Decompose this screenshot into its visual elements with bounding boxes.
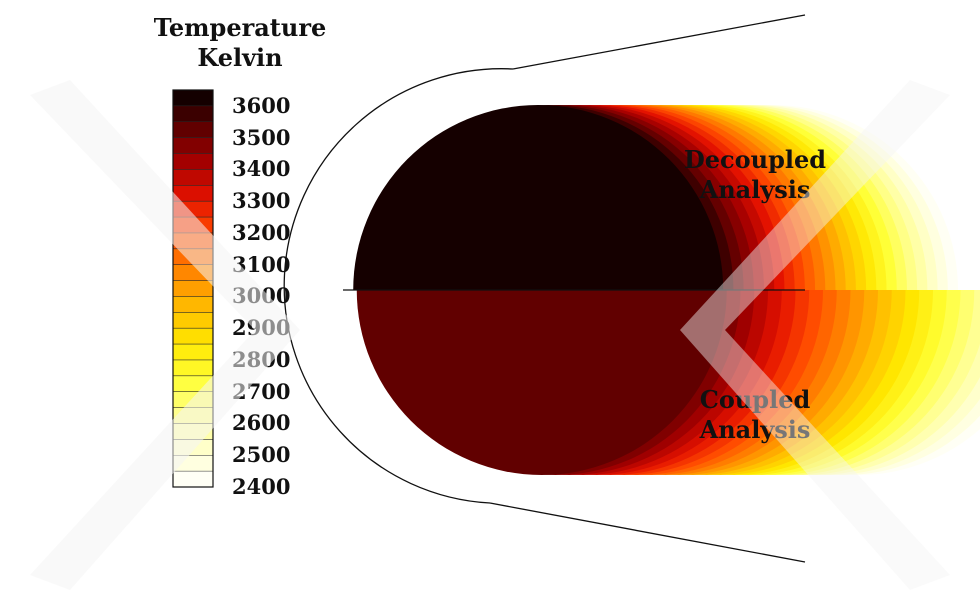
colorbar-tick-label: 2500 — [232, 442, 291, 468]
decoupled-label-line1: Decoupled — [683, 145, 827, 174]
colorbar-tick-label: 3000 — [232, 283, 291, 309]
colorbar-band — [173, 407, 213, 425]
decoupled-contour-region — [353, 105, 958, 290]
coupled-label-line2: Analysis — [699, 415, 811, 444]
colorbar-band — [173, 201, 213, 218]
colorbar-band — [173, 248, 213, 266]
colorbar-band — [173, 90, 213, 107]
decoupled-label: Decoupled Analysis — [625, 145, 885, 205]
colorbar-band — [173, 137, 213, 155]
colorbar-tick-label: 3500 — [232, 124, 291, 150]
decoupled-label-line2: Analysis — [699, 175, 811, 204]
colorbar-band — [173, 217, 213, 234]
colorbar-tick-label: 3100 — [232, 251, 291, 277]
colorbar-tick-label: 2400 — [232, 474, 291, 499]
coupled-label-line1: Coupled — [699, 385, 811, 414]
colorbar-tick-label: 3600 — [232, 92, 291, 118]
colorbar-band — [173, 344, 213, 361]
coupled-band — [356, 290, 727, 475]
colorbar-band — [173, 439, 213, 456]
colorbar-band — [173, 312, 213, 329]
colorbar-band — [173, 280, 213, 298]
colorbar-tick-label: 2700 — [232, 378, 291, 404]
colorbar-band — [173, 105, 213, 123]
colorbar-tick-label: 2800 — [232, 346, 291, 372]
colorbar-band — [173, 455, 213, 472]
colorbar-units: Kelvin — [197, 43, 283, 72]
colorbar-band — [173, 375, 213, 393]
colorbar-band — [173, 296, 213, 313]
colorbar-title: Temperature — [153, 13, 327, 42]
upper-shock-line — [512, 14, 806, 70]
colorbar-tick-label: 3300 — [232, 188, 291, 214]
colorbar-band — [173, 232, 213, 250]
colorbar-band — [173, 153, 213, 170]
colorbar-tick-label: 2600 — [232, 410, 291, 436]
decoupled-band — [353, 105, 724, 290]
colorbar-band — [173, 185, 213, 202]
colorbar-band — [173, 471, 213, 488]
colorbar-tick-label: 2900 — [232, 315, 291, 341]
colorbar-band — [173, 423, 213, 440]
colorbar-band — [173, 121, 213, 139]
colorbar-band — [173, 391, 213, 409]
coupled-label: Coupled Analysis — [625, 385, 885, 445]
colorbar-tick-label: 3400 — [232, 156, 291, 182]
colorbar-band — [173, 169, 213, 186]
colorbar-band — [173, 328, 213, 345]
colorbar — [172, 89, 214, 488]
colorbar-band — [173, 264, 213, 282]
coupled-contour-region — [356, 290, 980, 475]
colorbar-band — [173, 359, 213, 377]
colorbar-tick-label: 3200 — [232, 219, 291, 245]
lower-shock-line — [489, 502, 806, 563]
